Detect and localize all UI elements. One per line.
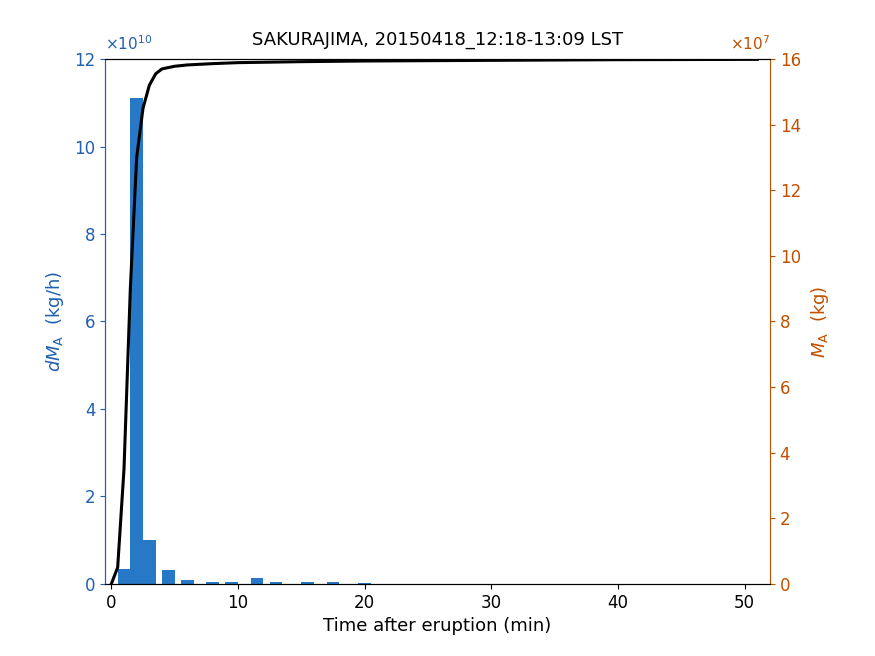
X-axis label: Time after eruption (min): Time after eruption (min) <box>324 617 551 635</box>
Title: SAKURAJIMA, 20150418_12:18-13:09 LST: SAKURAJIMA, 20150418_12:18-13:09 LST <box>252 31 623 49</box>
Y-axis label: $dM_{\rm A}$  (kg/h): $dM_{\rm A}$ (kg/h) <box>44 271 66 372</box>
Text: $\times 10^{10}$: $\times 10^{10}$ <box>105 35 152 54</box>
Y-axis label: $M_{\rm A}$  (kg): $M_{\rm A}$ (kg) <box>809 285 831 358</box>
Bar <box>130 98 143 584</box>
Bar <box>181 580 193 584</box>
Bar <box>250 578 263 584</box>
Bar <box>359 583 371 584</box>
Bar <box>301 582 314 584</box>
Bar <box>206 582 219 584</box>
Bar <box>162 570 175 584</box>
Bar <box>226 582 238 584</box>
Bar <box>143 540 156 584</box>
Text: $\times 10^{7}$: $\times 10^{7}$ <box>730 35 770 54</box>
Bar <box>270 582 283 584</box>
Bar <box>326 582 340 584</box>
Bar <box>117 569 130 584</box>
